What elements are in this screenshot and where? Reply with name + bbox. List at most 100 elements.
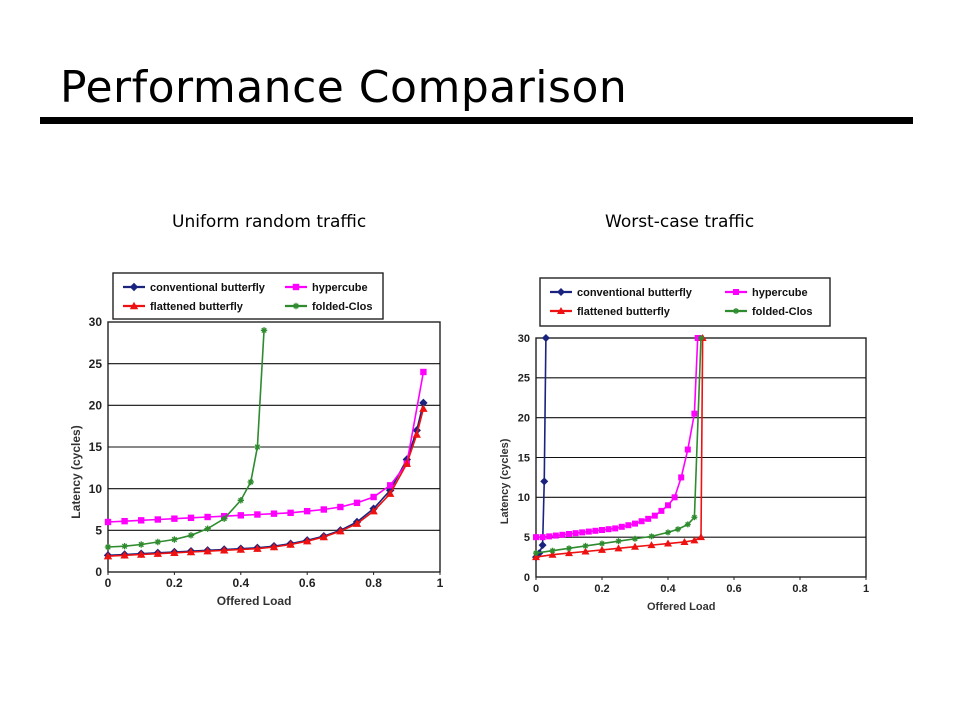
y-tick-label: 5 — [95, 524, 102, 538]
data-point-folded-clos — [204, 525, 211, 532]
data-point-hypercube — [684, 446, 691, 453]
data-point-flattened-butterfly — [303, 536, 312, 545]
data-point-hypercube — [154, 516, 161, 523]
data-point-hypercube — [566, 530, 572, 537]
data-point-folded-clos — [684, 521, 691, 528]
data-point-hypercube — [552, 532, 559, 539]
data-point-folded-clos — [674, 526, 681, 533]
data-point-hypercube — [651, 512, 658, 519]
data-point-folded-clos — [665, 529, 671, 536]
data-point-hypercube — [625, 522, 632, 529]
legend-label-folded-clos: folded-Clos — [312, 301, 373, 313]
data-point-folded-clos — [698, 335, 704, 341]
data-point-hypercube — [370, 493, 377, 501]
data-point-hypercube — [270, 510, 278, 517]
y-tick-label: 0 — [524, 572, 530, 584]
data-point-hypercube — [678, 474, 685, 481]
data-point-hypercube — [320, 506, 327, 513]
legend-marker-hypercube — [292, 283, 300, 291]
data-point-hypercube — [138, 517, 145, 524]
data-point-hypercube — [204, 513, 211, 521]
data-point-flattened-butterfly — [103, 551, 113, 560]
data-point-flattened-butterfly — [253, 544, 262, 552]
data-point-folded-clos — [566, 545, 572, 552]
data-point-conventional-butterfly — [540, 477, 549, 486]
data-point-hypercube — [645, 515, 652, 522]
right-chart-caption: Worst-case traffic — [605, 212, 755, 232]
data-point-folded-clos — [154, 538, 161, 546]
y-tick-label: 20 — [89, 399, 103, 413]
legend-marker-conventional-butterfly — [557, 288, 565, 296]
data-point-hypercube — [691, 410, 698, 417]
data-point-flattened-butterfly — [170, 548, 179, 557]
x-axis-title: Offered Load — [217, 594, 292, 608]
data-point-folded-clos — [260, 327, 268, 334]
data-point-hypercube — [539, 534, 546, 541]
data-point-conventional-butterfly — [538, 541, 547, 550]
data-point-folded-clos — [533, 550, 539, 557]
legend-label-hypercube: hypercube — [312, 282, 368, 294]
x-tick-label: 0.6 — [299, 576, 316, 590]
data-point-hypercube — [387, 482, 394, 489]
data-point-flattened-butterfly — [664, 539, 672, 547]
data-point-folded-clos — [599, 540, 605, 547]
x-tick-label: 0.2 — [166, 576, 183, 590]
data-point-hypercube — [353, 499, 361, 507]
y-tick-label: 10 — [518, 492, 530, 504]
data-point-flattened-butterfly — [690, 536, 699, 544]
y-tick-label: 30 — [518, 333, 530, 345]
y-axis-title: Latency (cycles) — [69, 425, 83, 518]
x-tick-label: 1 — [437, 576, 444, 590]
data-point-folded-clos — [171, 536, 178, 543]
data-point-hypercube — [533, 534, 539, 541]
data-point-folded-clos — [632, 535, 638, 542]
legend-label-conventional-butterfly: conventional butterfly — [577, 287, 693, 299]
legend-marker-flattened-butterfly — [557, 307, 565, 314]
data-point-hypercube — [612, 525, 619, 532]
data-point-folded-clos — [691, 514, 698, 521]
x-tick-label: 0.8 — [365, 576, 382, 590]
y-tick-label: 15 — [89, 440, 103, 454]
data-point-flattened-butterfly — [697, 533, 705, 541]
data-point-folded-clos — [247, 478, 254, 486]
data-point-hypercube — [304, 507, 311, 515]
x-tick-label: 0.4 — [232, 576, 249, 590]
legend-label-flattened-butterfly: flattened butterfly — [150, 301, 244, 313]
series-folded-clos — [533, 335, 704, 557]
data-point-hypercube — [559, 531, 566, 538]
data-point-flattened-butterfly — [186, 547, 196, 556]
data-point-flattened-butterfly — [319, 532, 328, 541]
data-point-flattened-butterfly — [153, 549, 162, 557]
data-point-flattened-butterfly — [402, 459, 411, 467]
data-point-hypercube — [104, 518, 112, 526]
y-tick-label: 25 — [89, 357, 103, 371]
data-point-flattened-butterfly — [120, 551, 129, 559]
x-tick-label: 1 — [863, 583, 869, 595]
data-point-folded-clos — [582, 542, 589, 549]
data-point-flattened-butterfly — [220, 546, 229, 554]
data-point-hypercube — [599, 526, 605, 533]
data-point-hypercube — [187, 514, 195, 522]
data-point-folded-clos — [221, 515, 228, 522]
x-tick-label: 0 — [105, 576, 112, 590]
uniform-random-traffic-chart: 0 5 10 15 20 25 30 0 0.2 0.4 0.6 0.8 1 Offered Load La… — [69, 272, 444, 608]
data-point-conventional-butterfly — [419, 398, 428, 408]
legend-box — [539, 277, 831, 327]
y-tick-label: 10 — [89, 482, 103, 496]
data-point-hypercube — [694, 335, 701, 341]
data-point-flattened-butterfly — [352, 519, 362, 527]
data-point-flattened-butterfly — [412, 430, 421, 438]
data-point-flattened-butterfly — [203, 546, 212, 555]
data-point-flattened-butterfly — [614, 544, 623, 552]
legend-marker-hypercube — [733, 289, 739, 295]
legend-marker-flattened-butterfly — [129, 301, 139, 310]
legend-box — [112, 272, 384, 320]
y-tick-label: 25 — [518, 373, 530, 385]
legend-label-hypercube: hypercube — [752, 287, 808, 299]
data-point-hypercube — [632, 520, 638, 527]
series-flattened-butterfly — [103, 404, 428, 560]
data-point-flattened-butterfly — [137, 550, 146, 558]
data-point-flattened-butterfly — [236, 545, 245, 553]
data-point-hypercube — [585, 528, 592, 535]
data-point-hypercube — [592, 527, 599, 534]
